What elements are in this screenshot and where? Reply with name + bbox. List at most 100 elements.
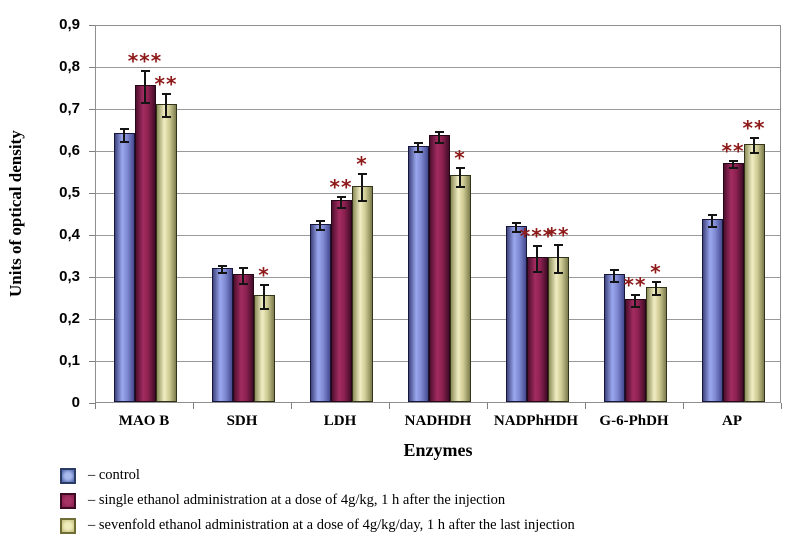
legend-label-single-ethanol: – single ethanol administration at a dos… — [88, 492, 506, 508]
x-axis-tick — [683, 403, 684, 409]
error-bar-cap — [434, 131, 444, 133]
legend-item-sevenfold-ethanol: – sevenfold ethanol administration at a … — [60, 513, 575, 538]
error-bar — [753, 137, 755, 155]
plot-area: *** ** *** ** ** ** * * * ** * ** — [95, 25, 781, 403]
bar-control-MAO B — [113, 133, 135, 402]
category-label: NADPhHDH — [493, 413, 579, 429]
error-bar-cap — [651, 281, 661, 284]
bar-sevenfold-MAO B — [155, 103, 177, 402]
bar-single-G-6-PhDH — [624, 299, 646, 402]
bar-control-SDH — [211, 267, 233, 402]
error-bar-cap — [140, 70, 150, 73]
error-bar — [634, 293, 636, 309]
error-bar-cap — [336, 207, 346, 210]
bar-sevenfold-NADHDH — [449, 175, 471, 402]
y-axis-tick-label: 0 — [71, 394, 80, 411]
significance-marker: ** — [742, 116, 766, 141]
significance-marker: *** — [519, 224, 555, 249]
y-axis-tick — [89, 108, 95, 110]
x-axis-tick — [95, 403, 96, 409]
error-bar — [221, 265, 223, 274]
x-axis-title: Enzymes — [403, 440, 473, 460]
y-axis-tick-label: 0,6 — [59, 142, 80, 159]
y-axis-tick — [89, 66, 95, 68]
error-bar-cap — [455, 166, 465, 169]
y-axis-tick — [89, 360, 95, 362]
error-bar-cap — [413, 151, 423, 154]
error-bar — [655, 281, 657, 296]
legend: – control – single ethanol administratio… — [60, 463, 575, 538]
category-label: MAO B — [118, 413, 170, 429]
y-axis-tick — [89, 276, 95, 278]
error-bar-cap — [553, 244, 563, 247]
x-axis-tick — [291, 403, 292, 409]
bar-control-NADHDH — [407, 145, 429, 402]
error-bar-cap — [217, 265, 227, 268]
error-bar-cap — [651, 293, 661, 296]
bar-single-NADPhHDH — [526, 257, 548, 402]
y-axis-tick-label: 0,7 — [59, 100, 80, 117]
error-bar — [340, 195, 342, 210]
significance-marker: * — [258, 263, 270, 288]
error-bar — [263, 284, 265, 310]
bar-sevenfold-AP — [743, 143, 765, 402]
error-bar-cap — [161, 93, 171, 96]
error-bar-cap — [553, 271, 563, 274]
error-bar — [732, 160, 734, 169]
error-bar — [459, 166, 461, 188]
error-bar-cap — [357, 200, 367, 203]
bar-single-SDH — [232, 273, 254, 402]
legend-label-control: – control — [88, 467, 140, 483]
x-axis-tick — [585, 403, 586, 409]
y-axis-tick-label: 0,1 — [59, 352, 80, 369]
significance-marker: ** — [329, 174, 353, 199]
error-bar — [123, 127, 125, 143]
significance-marker: ** — [721, 139, 745, 164]
y-axis-tick — [89, 150, 95, 152]
legend-item-control: – control — [60, 463, 575, 488]
significance-marker: ** — [623, 272, 647, 297]
bar-control-AP — [701, 219, 723, 402]
legend-swatch-single-ethanol-icon — [60, 492, 76, 509]
legend-swatch-sevenfold-ethanol-icon — [60, 517, 76, 534]
error-bar-cap — [259, 307, 269, 310]
error-bar-cap — [161, 116, 171, 119]
significance-marker: *** — [127, 49, 163, 74]
y-axis-tick — [89, 318, 95, 320]
error-bar-cap — [609, 280, 619, 283]
error-bar-cap — [532, 245, 542, 248]
error-bar-cap — [511, 221, 521, 224]
x-axis-tick — [389, 403, 390, 409]
error-bar-cap — [315, 219, 325, 222]
x-axis-tick — [487, 403, 488, 409]
bar-sevenfold-G-6-PhDH — [645, 286, 667, 402]
significance-marker: * — [650, 260, 662, 285]
bar-single-MAO B — [134, 84, 156, 402]
x-axis-tick — [193, 403, 194, 409]
error-bar-cap — [728, 160, 738, 163]
significance-marker: ** — [546, 223, 570, 248]
y-axis-tick — [89, 402, 95, 404]
error-bar-cap — [238, 266, 248, 269]
error-bar — [144, 70, 146, 104]
y-axis-tick-label: 0,3 — [59, 268, 80, 285]
error-bar — [557, 244, 559, 274]
category-label: NADHDH — [404, 413, 472, 429]
category-label: LDH — [323, 413, 357, 429]
error-bar-cap — [728, 166, 738, 169]
error-bar-cap — [315, 229, 325, 232]
legend-label-sevenfold-ethanol: – sevenfold ethanol administration at a … — [88, 517, 575, 533]
y-axis-tick — [89, 234, 95, 236]
error-bar — [361, 173, 363, 203]
category-label: G-6-PhDH — [599, 413, 669, 429]
y-axis-tick — [89, 24, 95, 26]
error-bar-cap — [511, 231, 521, 234]
category-label: AP — [722, 413, 742, 429]
error-bar — [613, 269, 615, 283]
error-bar — [165, 93, 167, 119]
bar-single-NADHDH — [428, 135, 450, 402]
error-bar-cap — [217, 271, 227, 274]
error-bar-cap — [630, 306, 640, 309]
error-bar-cap — [707, 226, 717, 229]
